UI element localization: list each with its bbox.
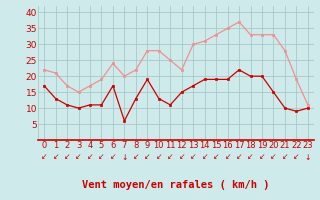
Text: ↙: ↙ <box>190 152 196 162</box>
Text: ↙: ↙ <box>259 152 265 162</box>
Text: ↙: ↙ <box>293 152 300 162</box>
Text: ↙: ↙ <box>236 152 242 162</box>
Text: ↙: ↙ <box>213 152 219 162</box>
Text: ↙: ↙ <box>41 152 47 162</box>
Text: ↙: ↙ <box>247 152 254 162</box>
Text: ↙: ↙ <box>270 152 277 162</box>
Text: ↓: ↓ <box>305 152 311 162</box>
Text: ↙: ↙ <box>179 152 185 162</box>
Text: ↙: ↙ <box>133 152 139 162</box>
Text: ↓: ↓ <box>121 152 128 162</box>
Text: ↙: ↙ <box>202 152 208 162</box>
Text: ↙: ↙ <box>144 152 150 162</box>
Text: ↙: ↙ <box>87 152 93 162</box>
Text: ↙: ↙ <box>98 152 105 162</box>
Text: ↙: ↙ <box>224 152 231 162</box>
Text: ↙: ↙ <box>167 152 173 162</box>
Text: Vent moyen/en rafales ( km/h ): Vent moyen/en rafales ( km/h ) <box>82 180 270 190</box>
Text: ↙: ↙ <box>110 152 116 162</box>
Text: ↙: ↙ <box>156 152 162 162</box>
Text: ↙: ↙ <box>282 152 288 162</box>
Text: ↙: ↙ <box>52 152 59 162</box>
Text: ↙: ↙ <box>75 152 82 162</box>
Text: ↙: ↙ <box>64 152 70 162</box>
